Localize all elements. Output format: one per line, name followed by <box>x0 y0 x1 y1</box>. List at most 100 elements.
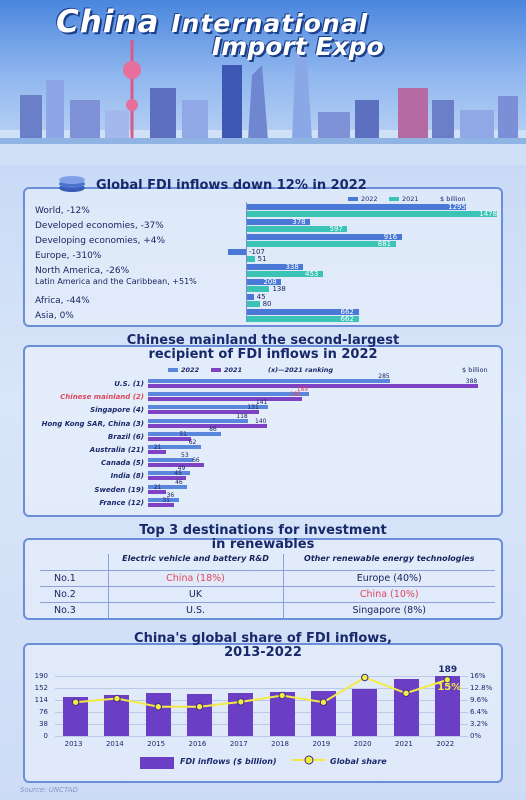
header-title-line2: Import Expo <box>212 32 384 61</box>
unit-label-2: $ billion <box>462 366 488 374</box>
city-skyline-illustration <box>0 40 526 165</box>
data-label-2021: 138 <box>272 285 286 293</box>
header-title-line1: China International <box>56 4 369 40</box>
rank-cell: No.1 <box>54 573 76 584</box>
data-label-2022: 189 <box>296 386 309 394</box>
rank-cell: No.3 <box>54 605 76 616</box>
bar-2022 <box>148 471 190 476</box>
data-label-2021: 66 <box>192 457 200 465</box>
data-label-2022: 45 <box>256 293 266 301</box>
axis-line <box>246 202 247 322</box>
legend-swatch-2021 <box>389 197 399 201</box>
section4-title: China's global share of FDI inflows, 201… <box>23 632 503 660</box>
global-share-point <box>195 703 204 711</box>
global-share-point <box>402 689 410 697</box>
country-label: India (8) <box>110 472 144 481</box>
bar-2021 <box>148 476 187 481</box>
gridline <box>55 700 468 701</box>
category-label: Europe, -310% <box>35 251 102 261</box>
bar-2021 <box>246 316 359 322</box>
bar-fdi-inflow <box>187 693 213 736</box>
data-label-2021: 181 <box>289 391 302 399</box>
legend4-line-label: Global share <box>330 757 387 766</box>
section3-title: Top 3 destinations for investment in ren… <box>23 524 503 552</box>
data-label-2022: 141 <box>255 399 268 407</box>
bar-2022 <box>148 445 201 449</box>
data-label-2021: 45 <box>174 470 182 478</box>
bar-2021 <box>148 397 302 402</box>
country-label: Singapore (4) <box>90 406 144 415</box>
country-label: Hong Kong SAR, China (3) <box>41 419 144 428</box>
y-tick-label-left: 0 <box>43 732 48 740</box>
data-label-2021: 662 <box>340 315 354 323</box>
bar-2022 <box>148 458 194 463</box>
country-label: Chinese mainland (2) <box>60 393 144 402</box>
bar-2021 <box>246 211 498 217</box>
legend2-swatch-2022 <box>168 368 178 372</box>
category-label: Developing economies, +4% <box>35 236 166 246</box>
country-label: Australia (21) <box>89 446 144 454</box>
data-label-2021: 21 <box>153 444 162 451</box>
data-label-2022: 62 <box>188 439 197 446</box>
legend4-line-swatch <box>292 755 326 765</box>
x-tick-label: 2020 <box>353 740 372 748</box>
y-tick-label-right: 12.8% <box>470 684 493 692</box>
country-label: Canada (5) <box>100 459 144 468</box>
data-label-2021: 881 <box>377 240 392 248</box>
legend-label-2022: 2022 <box>361 195 378 203</box>
y-tick-label-left: 190 <box>34 672 48 680</box>
panel-china-share <box>23 643 503 783</box>
bar-2021 <box>246 286 270 292</box>
bar-2022 <box>148 497 179 502</box>
x-tick-label: 2016 <box>188 740 207 748</box>
bar-2022 <box>148 392 309 397</box>
bar-2021 <box>246 226 348 232</box>
legend2-ranking-note: (x)—2021 ranking <box>268 366 334 374</box>
global-share-line <box>75 676 448 708</box>
bar-2022 <box>148 418 249 423</box>
category-label: Africa, -44% <box>35 296 90 306</box>
bar-fdi-inflow <box>269 692 295 736</box>
global-share-point <box>361 673 369 682</box>
data-label-2021: 80 <box>262 300 272 308</box>
bar-fdi-inflow <box>352 688 378 736</box>
data-label-2021: 597 <box>329 225 343 233</box>
data-label-2021: 131 <box>247 404 259 412</box>
category-label: World, -12% <box>35 206 90 216</box>
bar-2022 <box>246 264 304 270</box>
header-banner: China International Import Expo <box>0 0 526 165</box>
global-share-point <box>237 698 245 706</box>
gridline <box>55 712 468 713</box>
y-tick-label-left: 38 <box>39 720 48 728</box>
category-label: Developed economies, -37% <box>35 221 164 231</box>
data-label-2022: 916 <box>383 233 398 241</box>
data-label-2022: -107 <box>249 248 265 256</box>
x-tick-label: 2017 <box>229 740 248 748</box>
bar-2022 <box>246 309 359 315</box>
section3-title-line2: in renewables <box>211 537 315 552</box>
section2-title-line2: recipient of FDI inflows in 2022 <box>148 347 378 362</box>
bar-fdi-inflow <box>145 693 171 736</box>
global-share-point <box>278 691 286 700</box>
global-share-point <box>443 676 452 684</box>
ev-cell: China (18%) <box>107 570 283 587</box>
country-label: France (12) <box>99 498 144 507</box>
table-header-row: Electric vehicle and battery R&D Other r… <box>40 554 495 571</box>
section4-title-line2: 2013-2022 <box>224 645 302 660</box>
category-label: Asia, 0% <box>35 311 74 321</box>
bar-2022 <box>246 279 282 285</box>
unit-label: $ billion <box>440 195 466 203</box>
table-row: No.2 UK China (10%) <box>40 586 495 603</box>
global-share-point <box>319 698 328 706</box>
country-label: U.S. (1) <box>114 380 144 388</box>
data-label-2021: 140 <box>255 417 267 425</box>
section2-title: Chinese mainland the second-largest reci… <box>23 334 503 362</box>
table-row: No.1 China (18%) Europe (40%) <box>40 570 495 587</box>
x-tick-label: 2019 <box>312 740 331 748</box>
legend2-swatch-2021 <box>211 368 221 372</box>
gridline <box>55 688 468 689</box>
renewables-table: Electric vehicle and battery R&D Other r… <box>40 554 495 618</box>
data-label-2021: 51 <box>257 255 267 263</box>
bar-2021 <box>246 241 396 247</box>
bar-2021 <box>246 256 255 262</box>
